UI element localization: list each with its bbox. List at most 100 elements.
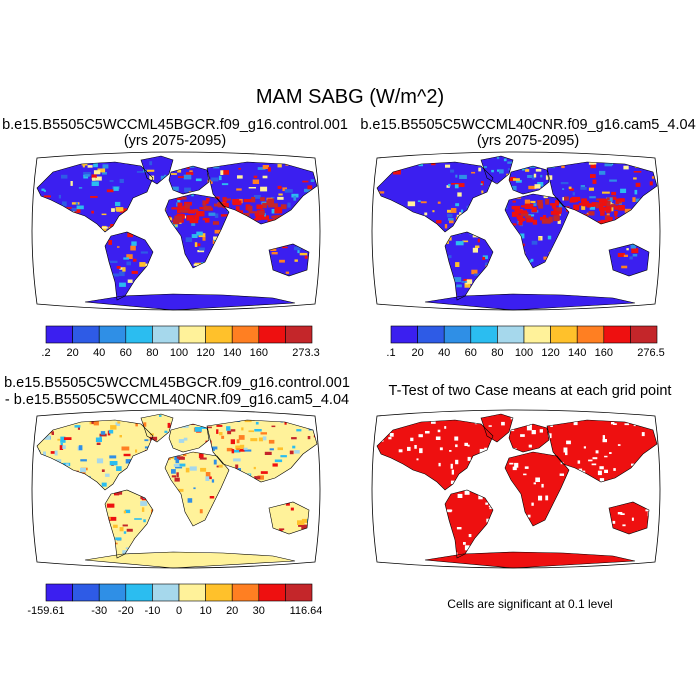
- colorbar-swatch: [258, 583, 286, 602]
- colorbar-difference: -159.61 -30 -20 -10 0 10 20 30 116.64: [27, 583, 323, 617]
- colorbar-swatch: [285, 325, 313, 344]
- coastline-south-america: [104, 231, 154, 301]
- colorbar-swatch: [98, 325, 127, 344]
- map-ttest: [371, 409, 661, 569]
- colorbar-tick-label: 40: [438, 347, 450, 359]
- colorbar-swatch: [550, 325, 578, 344]
- colorbar-tick-label: 120: [541, 347, 559, 359]
- colorbar-tick-label: 20: [411, 347, 423, 359]
- colorbar-control: .2 20 40 60 80 100 120 140 160 273.3: [41, 325, 320, 359]
- colorbar-swatch: [285, 583, 313, 602]
- colorbar-tick-label: 160: [595, 347, 613, 359]
- map-difference: [31, 409, 321, 569]
- colorbar-tick-label: 30: [253, 605, 265, 617]
- map-control: [31, 151, 321, 311]
- coastline-antarctica: [424, 551, 636, 569]
- panel-subtitle-cam5: (yrs 2075-2095): [476, 133, 580, 149]
- coastline-greenland: [480, 413, 514, 443]
- coastline-asia: [206, 419, 318, 483]
- ttest-footnote: Cells are significant at 0.1 level: [447, 597, 613, 611]
- colorbar-swatch: [576, 325, 605, 344]
- colorbar-swatch: [231, 325, 260, 344]
- colorbar-tick-label: 20: [226, 605, 238, 617]
- colorbar-swatch: [497, 325, 525, 344]
- coastline-greenland: [480, 155, 514, 185]
- coastline-south-america: [104, 489, 154, 559]
- colorbar-tick-label: 140: [568, 347, 586, 359]
- colorbar-swatch: [125, 583, 153, 602]
- coastline-north-america: [376, 419, 494, 491]
- panel-title-cam5: b.e15.B5505C5WCCML40CNR.f09_g16.cam5_4.0…: [360, 117, 696, 133]
- coastline-europe: [508, 423, 550, 453]
- colorbar-tick-label: 100: [515, 347, 533, 359]
- colorbar-swatch: [45, 325, 73, 344]
- colorbar-tick-label: 40: [93, 347, 105, 359]
- main-title: MAM SABG (W/m^2): [255, 86, 445, 108]
- colorbar-tick-label: 116.64: [290, 605, 323, 617]
- coastline-south-america: [444, 231, 494, 301]
- coastline-antarctica: [84, 293, 296, 311]
- coastline-europe: [168, 165, 210, 195]
- colorbar-swatch: [470, 325, 498, 344]
- colorbar-cam5: .1 20 40 60 80 100 120 140 160 276.5: [386, 325, 665, 359]
- colorbar-swatch: [152, 325, 180, 344]
- colorbar-tick-label: 20: [66, 347, 78, 359]
- colorbar-tick-label: -10: [144, 605, 160, 617]
- colorbar-swatch: [231, 583, 260, 602]
- coastline-antarctica: [424, 293, 636, 311]
- coastline-africa: [164, 193, 230, 269]
- colorbar-tick-label: .2: [41, 347, 50, 359]
- colorbar-swatch: [152, 583, 180, 602]
- coastline-antarctica: [84, 551, 296, 569]
- coastline-africa: [164, 451, 230, 527]
- colorbar-tick-label: 80: [491, 347, 503, 359]
- colorbar-tick-label: -30: [91, 605, 107, 617]
- colorbar-swatch: [258, 325, 286, 344]
- coastline-australia: [608, 243, 650, 277]
- coastline-north-america: [36, 161, 154, 233]
- coastline-asia: [206, 161, 318, 225]
- colorbar-swatch: [205, 583, 233, 602]
- colorbar-swatch: [630, 325, 658, 344]
- coastline-greenland: [140, 155, 174, 185]
- panel-title-ttest: T-Test of two Case means at each grid po…: [388, 383, 672, 399]
- panel-subtitle-difference: - b.e15.B5505C5WCCML40CNR.f09_g16.cam5_4…: [4, 392, 350, 408]
- panel-subtitle-control: (yrs 2075-2095): [123, 133, 227, 149]
- coastline-asia: [546, 419, 658, 483]
- colorbar-tick-label: 140: [223, 347, 241, 359]
- colorbar-tick-label: 273.3: [292, 347, 320, 359]
- colorbar-swatch: [125, 325, 153, 344]
- colorbar-swatch: [205, 325, 233, 344]
- colorbar-swatch: [45, 583, 73, 602]
- coastline-australia: [268, 501, 310, 535]
- colorbar-tick-label: 160: [250, 347, 268, 359]
- map-cam5: [371, 151, 661, 311]
- colorbar-swatch: [390, 325, 418, 344]
- colorbar-tick-label: 0: [176, 605, 182, 617]
- coastline-north-america: [36, 419, 154, 491]
- colorbar-tick-label: -159.61: [27, 605, 64, 617]
- coastline-australia: [268, 243, 310, 277]
- coastline-europe: [508, 165, 550, 195]
- coastline-australia: [608, 501, 650, 535]
- coastline-south-america: [444, 489, 494, 559]
- colorbar-tick-label: 80: [146, 347, 158, 359]
- colorbar-tick-label: 100: [170, 347, 188, 359]
- panel-title-difference: b.e15.B5505C5WCCML45BGCR.f09_g16.control…: [4, 375, 350, 391]
- colorbar-tick-label: 60: [120, 347, 132, 359]
- colorbar-tick-label: -20: [118, 605, 134, 617]
- colorbar-swatch: [178, 583, 206, 602]
- colorbar-swatch: [72, 325, 100, 344]
- colorbar-swatch: [178, 325, 206, 344]
- colorbar-swatch: [603, 325, 631, 344]
- panel-title-control: b.e15.B5505C5WCCML45BGCR.f09_g16.control…: [2, 117, 348, 133]
- colorbar-swatch: [98, 583, 127, 602]
- colorbar-swatch: [443, 325, 472, 344]
- coastline-north-america: [376, 161, 494, 233]
- coastline-greenland: [140, 413, 174, 443]
- colorbar-swatch: [417, 325, 445, 344]
- colorbar-swatch: [523, 325, 551, 344]
- colorbar-tick-label: .1: [386, 347, 395, 359]
- coastline-africa: [504, 193, 570, 269]
- colorbar-tick-label: 276.5: [637, 347, 665, 359]
